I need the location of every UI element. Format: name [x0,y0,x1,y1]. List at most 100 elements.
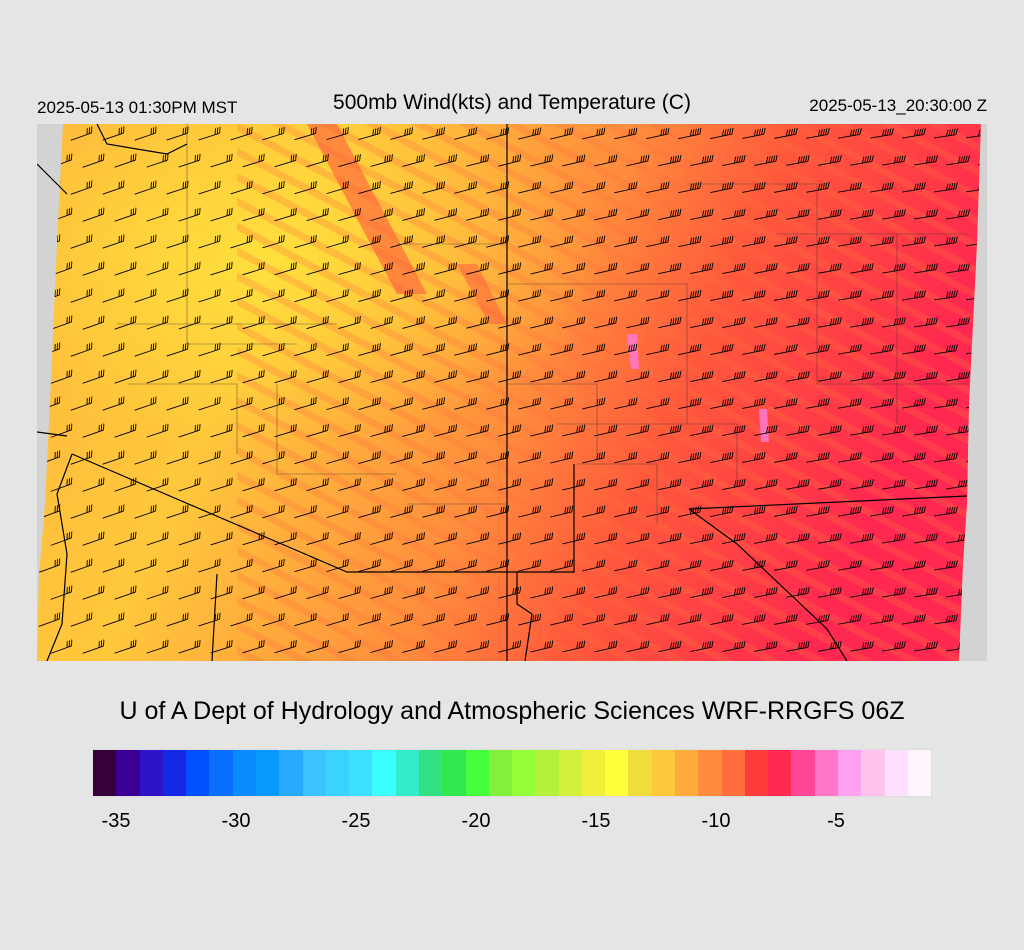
wind-barb [358,181,381,194]
wind-barb [390,451,413,464]
wind-barb [454,559,478,572]
wind-barb [594,154,618,167]
wind-barb [626,208,650,221]
wind-barb [390,127,413,140]
wind-barb [50,315,73,330]
wind-barb [274,207,297,222]
wind-barb [882,533,906,544]
wind-barb [146,261,169,276]
wind-barb [658,370,682,383]
wind-barb [178,639,201,654]
colorbar-swatch [418,750,443,796]
wind-barb [326,180,349,195]
wind-barb [786,262,810,274]
wind-barb [422,505,446,518]
wind-barb [102,504,125,519]
wind-barb [294,288,317,303]
wind-barb [838,344,862,355]
wind-barb [550,505,574,518]
colorbar-tick-label: -10 [701,810,731,832]
wind-barb [230,234,253,249]
wind-barb [850,155,874,166]
wind-barb [774,505,798,517]
wind-barb [146,207,169,222]
wind-barb [434,208,458,221]
wind-barb [306,423,329,438]
wind-barb [358,451,381,464]
wind-barb [230,396,253,411]
wind-barb [518,289,542,302]
wind-barb [914,641,938,652]
wind-barb [818,425,842,436]
wind-barb [454,181,478,194]
wind-barb [806,505,830,517]
wind-barb [518,613,542,626]
wind-barb [102,126,125,141]
wind-barb [786,370,810,382]
wind-barb [722,424,746,436]
wind-barb [678,127,702,140]
wind-barb [198,450,221,465]
wind-barb [550,451,574,464]
wind-barb [82,207,105,222]
wind-barb [594,640,618,653]
wind-barb [466,478,490,491]
wind-barb [914,155,938,166]
colorbar-tick-label: -35 [101,810,131,832]
wind-barb [38,558,61,573]
wind-barb [242,585,265,600]
colorbar-swatch [442,750,466,796]
wind-barb [786,640,810,652]
temperature-colorbar [92,749,932,797]
wind-barb [134,450,157,465]
wind-barb [946,317,970,328]
wind-barb [594,424,618,437]
wind-barb [306,531,329,546]
colorbar-swatch [93,750,117,796]
wind-barb [70,126,93,141]
wind-barb [422,559,446,572]
wind-barb [486,289,510,302]
wind-barb [326,396,349,411]
wind-barb [134,180,157,195]
colorbar-swatch [395,750,419,796]
wind-barb [198,126,221,141]
wind-barb [582,289,606,302]
wind-barb [178,585,201,600]
wind-barb [582,613,606,626]
wind-barb [870,452,894,463]
wind-barb [166,504,189,519]
wind-barb [946,155,970,166]
wind-barb [70,450,93,465]
wind-barbs [38,126,981,654]
wind-barb [934,182,958,193]
wind-barb [274,369,297,384]
wind-barb [114,477,137,492]
wind-barb [338,532,361,546]
wind-barb [678,451,702,464]
wind-barb [518,127,542,140]
wind-barb [262,234,285,249]
colorbar-swatch [232,750,256,796]
wind-barb [198,558,221,573]
wind-barb [166,126,189,141]
wind-barb [82,315,105,330]
wind-barb [262,126,285,141]
wind-barb [786,424,810,436]
wind-barb [690,208,714,221]
wind-barb [262,504,285,519]
wind-barb [466,208,490,221]
wind-barb [850,371,874,382]
wind-barb [146,477,169,492]
wind-barb [838,182,862,193]
wind-barb [518,505,542,518]
wind-barb [390,289,413,302]
wind-barb [50,477,73,492]
wind-barb [166,450,189,465]
wind-barb [454,127,478,140]
wind-barb [774,343,798,355]
wind-barb [530,586,554,599]
wind-barb [562,370,586,383]
wind-barb [466,640,490,653]
wind-barb [370,262,393,275]
